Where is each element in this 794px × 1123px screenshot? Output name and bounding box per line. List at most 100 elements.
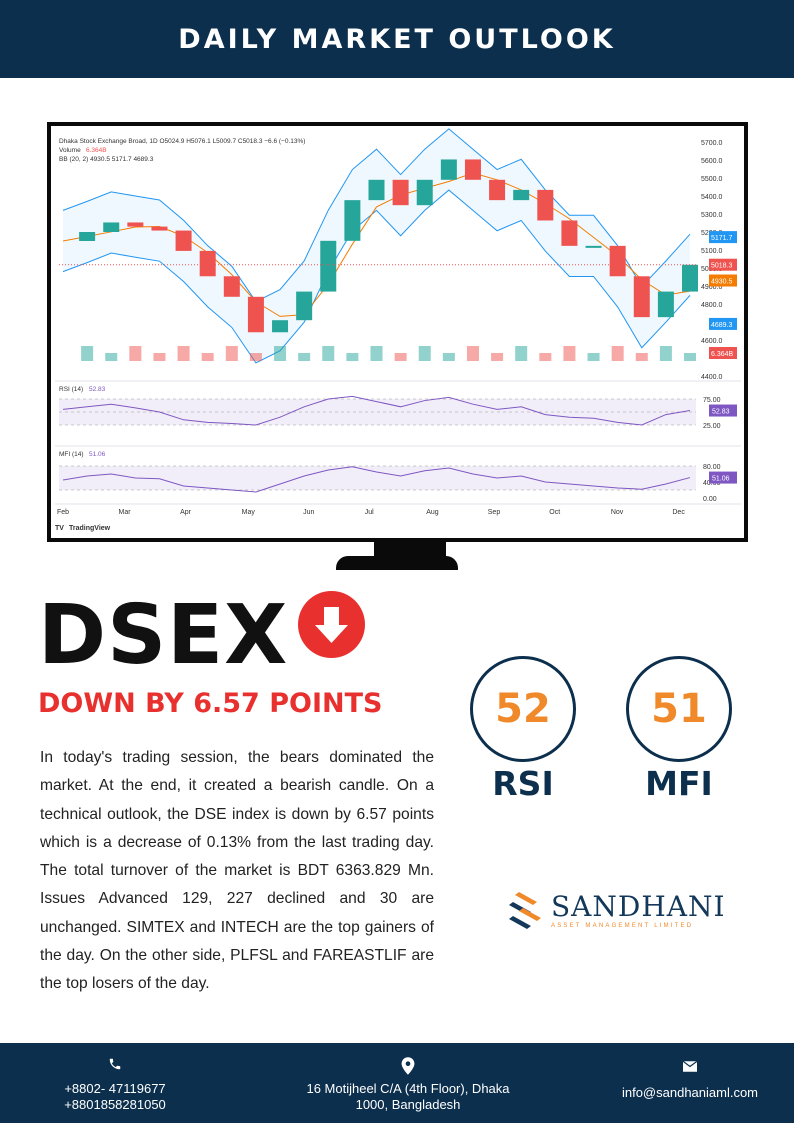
volume-bar	[249, 353, 262, 361]
x-tick: Apr	[180, 509, 192, 516]
candle	[464, 159, 481, 180]
candle	[537, 189, 554, 221]
header-banner: DAILY MARKET OUTLOOK	[0, 0, 794, 78]
candle	[585, 245, 602, 248]
candle	[344, 200, 361, 241]
price-tag	[709, 317, 737, 330]
candle	[151, 226, 168, 231]
mfi-label: MFI	[645, 764, 713, 803]
bb-band-fill	[63, 128, 690, 363]
rsi-line	[62, 395, 691, 426]
rsi-tick: 75.00	[703, 397, 721, 404]
rsi-circle: 52	[470, 656, 576, 762]
volume-legend-value: 6.364B	[86, 147, 107, 154]
phone-2[interactable]: +8801858281050	[64, 1097, 166, 1112]
bb-basis-line	[62, 172, 691, 317]
candle	[296, 291, 313, 321]
mfi-tag	[709, 471, 737, 484]
price-tick: 4600.0	[701, 338, 723, 345]
price-tick: 5400.0	[701, 194, 723, 201]
volume-bar	[177, 346, 190, 361]
volume-bar	[635, 353, 648, 361]
envelope-icon	[683, 1061, 697, 1072]
volume-tag-label: 6.364B	[711, 351, 734, 358]
volume-tag	[709, 347, 737, 359]
candle	[320, 240, 337, 292]
volume-bar	[225, 346, 238, 361]
candle	[175, 230, 192, 251]
rsi-legend: RSI (14)	[59, 386, 83, 393]
price-tick: 5500.0	[701, 176, 723, 183]
price-tag	[709, 274, 737, 287]
x-tick: Mar	[119, 509, 132, 516]
volume-bar	[81, 346, 94, 361]
chart-monitor-frame: 5700.05600.05500.05400.05300.05200.05100…	[47, 122, 748, 542]
page-title: DAILY MARKET OUTLOOK	[178, 23, 616, 55]
candle	[79, 232, 96, 241]
x-tick: Dec	[672, 509, 685, 516]
rsi-tag-label: 52.83	[712, 409, 730, 416]
footer-address: 16 Motijheel C/A (4th Floor), Dhaka 1000…	[293, 1057, 523, 1113]
price-tick: 5600.0	[701, 158, 723, 165]
market-summary: In today's trading session, the bears do…	[40, 749, 434, 993]
candle	[609, 245, 626, 277]
volume-bar	[587, 353, 600, 361]
candle	[247, 296, 264, 333]
candle	[561, 220, 578, 246]
mfi-legend: MFI (14)	[59, 451, 84, 458]
price-tick: 5300.0	[701, 212, 723, 219]
candle	[103, 222, 120, 232]
price-tag-label: 5018.3	[711, 263, 733, 270]
price-tick: 4800.0	[701, 302, 723, 309]
mfi-tick: 0.00	[703, 496, 717, 503]
volume-bar	[659, 346, 672, 361]
volume-bar	[322, 346, 335, 361]
index-name: DSEX	[38, 588, 289, 683]
volume-bar	[466, 346, 479, 361]
logo-mark-icon	[509, 892, 541, 929]
candle	[682, 264, 698, 292]
volume-bar	[611, 346, 624, 361]
address: 16 Motijheel C/A (4th Floor), Dhaka 1000…	[306, 1081, 510, 1112]
footer-phone: +8802- 47119677 +8801858281050	[40, 1057, 190, 1113]
volume-bar	[201, 353, 214, 361]
volume-legend: Volume	[59, 147, 81, 154]
candle	[127, 222, 144, 227]
sandhani-logo: SANDHANI ASSET MANAGEMENT LIMITED	[505, 888, 726, 930]
rsi-tag	[709, 404, 737, 417]
chart-title: Dhaka Stock Exchange Broad, 1D O5024.9 H…	[59, 138, 305, 145]
candle	[633, 276, 650, 318]
volume-bar	[394, 353, 407, 361]
candle	[199, 250, 216, 277]
volume-bar	[515, 346, 528, 361]
volume-bar	[370, 346, 383, 361]
x-tick: Nov	[611, 509, 624, 516]
footer: +8802- 47119677 +8801858281050 16 Motijh…	[0, 1043, 794, 1123]
monitor-base	[336, 556, 458, 570]
x-tick: Aug	[426, 509, 439, 516]
candle	[223, 276, 240, 297]
candle	[440, 159, 457, 180]
rsi-label: RSI	[492, 764, 554, 803]
volume-bar	[684, 353, 696, 361]
bb-lower-line	[62, 189, 691, 364]
mfi-circle: 51	[626, 656, 732, 762]
bb-legend: BB (20, 2) 4930.5 5171.7 4689.3	[59, 156, 154, 163]
x-tick: Sep	[488, 509, 501, 516]
email[interactable]: info@sandhaniaml.com	[621, 1085, 759, 1100]
tradingview-logo-icon: TV	[55, 525, 64, 532]
candle	[489, 179, 506, 201]
phone-1[interactable]: +8802- 47119677	[64, 1081, 166, 1096]
bb-upper-line	[62, 128, 691, 303]
rsi-value: 52	[495, 686, 551, 732]
x-tick: Feb	[57, 509, 69, 516]
footer-email: info@sandhaniaml.com	[610, 1061, 770, 1101]
volume-bar	[274, 346, 287, 361]
index-change-headline: DOWN BY 6.57 POINTS	[38, 688, 383, 719]
price-tag-label: 4930.5	[711, 279, 733, 286]
candle	[513, 189, 530, 201]
candle	[368, 179, 385, 201]
tradingview-watermark: TradingView	[69, 525, 111, 532]
volume-bar	[563, 346, 576, 361]
x-tick: May	[242, 509, 256, 516]
